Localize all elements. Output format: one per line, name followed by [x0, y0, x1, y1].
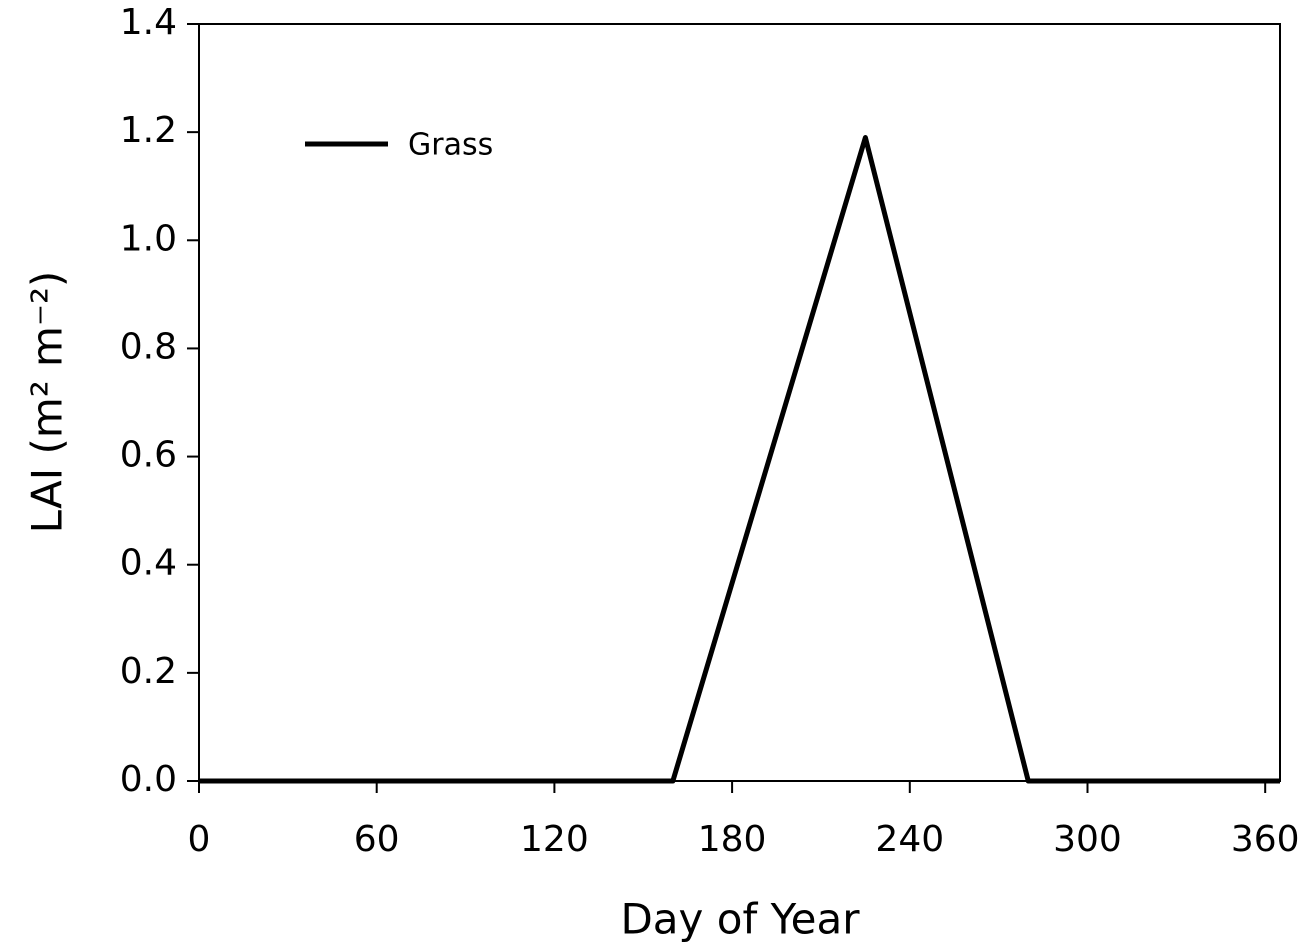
y-tick-label: 0.6 [120, 435, 177, 476]
y-tick-label: 1.2 [120, 110, 177, 151]
y-tick-label: 0.2 [120, 651, 177, 692]
y-tick-label: 0.0 [120, 759, 177, 800]
y-tick-label: 0.4 [120, 543, 177, 584]
x-tick-label: 360 [1231, 819, 1300, 860]
x-axis-label: Day of Year [620, 895, 860, 944]
x-tick-label: 0 [188, 819, 211, 860]
y-tick-label: 0.8 [120, 326, 177, 367]
y-axis-label: LAI (m² m⁻²) [23, 271, 72, 534]
x-tick-label: 60 [354, 819, 400, 860]
x-tick-label: 300 [1053, 819, 1122, 860]
y-tick-label: 1.4 [120, 2, 177, 43]
data-line [199, 135, 1280, 784]
x-tick-label: 180 [698, 819, 767, 860]
y-tick-label: 1.0 [120, 218, 177, 259]
x-tick-label: 240 [875, 819, 944, 860]
legend-label: Grass [408, 128, 493, 163]
x-tick-label: 120 [520, 819, 589, 860]
plot-frame [198, 23, 1281, 782]
